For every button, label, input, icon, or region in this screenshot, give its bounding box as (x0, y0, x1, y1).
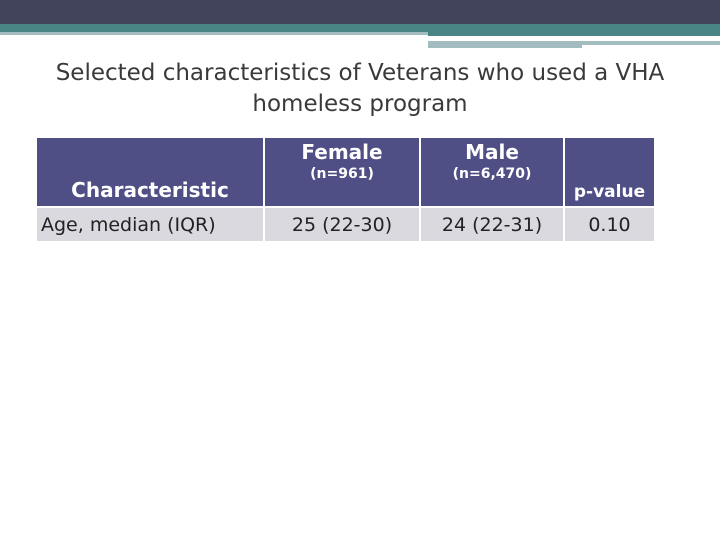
cell-characteristic: Age, median (IQR) (37, 206, 265, 241)
header-teal-band (0, 24, 720, 32)
header-female: Female (n=961) (264, 138, 421, 207)
table-row: Age, median (IQR) 25 (22-30) 24 (22-31) … (37, 206, 654, 241)
cell-male: 24 (22-31) (420, 206, 565, 241)
table-header-row: Characteristic Female (n=961) Male (n=6,47… (37, 138, 654, 207)
cell-p-value: 0.10 (564, 206, 654, 241)
slide-title: Selected characteristics of Veterans who… (55, 60, 665, 117)
header-p-value: p-value (564, 138, 654, 207)
header-gray-band-left (0, 32, 428, 35)
header-characteristic: Characteristic (37, 138, 265, 207)
header-gray-band-right (428, 41, 720, 45)
header-teal-band-right (428, 32, 720, 36)
cell-female: 25 (22-30) (264, 206, 421, 241)
header-dark-band (0, 0, 720, 24)
header-gray-band-right-2 (428, 45, 582, 48)
characteristics-table: Characteristic Female (n=961) Male (n=6,47… (37, 138, 654, 241)
header-male: Male (n=6,470) (420, 138, 565, 207)
